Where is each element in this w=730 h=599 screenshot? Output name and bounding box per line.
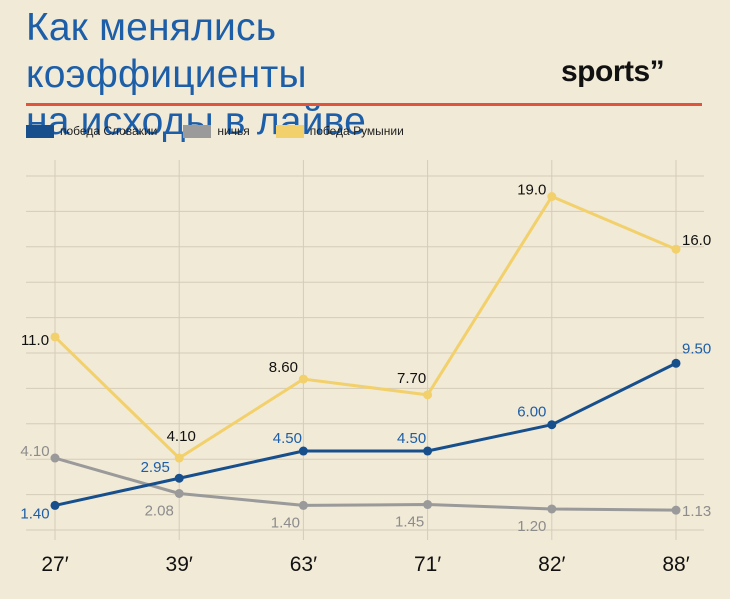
series-labels-1: 4.10 2.08 1.40 1.45 1.20 1.13 — [20, 443, 711, 535]
series-0 — [50, 358, 681, 510]
chart-title: Как менялись коэффициенты на исходы в ла… — [26, 4, 546, 145]
data-point — [298, 446, 308, 456]
data-label: 11.0 — [21, 332, 49, 349]
title-line-1: Как менялись коэффициенты — [26, 6, 307, 96]
data-label: 1.20 — [517, 518, 546, 535]
data-point — [174, 473, 184, 483]
data-label: 1.13 — [682, 503, 711, 520]
legend-item-draw: ничья — [183, 124, 250, 138]
data-label: 16.0 — [682, 232, 711, 249]
x-tick-label: 82′ — [538, 553, 565, 576]
legend-item-romania: победа Румынии — [275, 124, 404, 138]
data-label: 2.95 — [141, 459, 170, 476]
series-labels-0: 1.40 2.95 4.50 4.50 6.00 9.50 — [20, 340, 711, 522]
data-point — [423, 390, 433, 400]
series-labels-2: 11.0 4.10 8.60 7.70 19.0 16.0 — [21, 182, 711, 445]
data-point — [547, 192, 557, 202]
legend-label-draw: ничья — [217, 124, 250, 138]
chart-legend: победа Словакии ничья победа Румынии — [26, 124, 430, 138]
series-line — [53, 361, 678, 507]
x-tick-label: 27′ — [41, 553, 68, 576]
data-label: 19.0 — [517, 182, 546, 199]
x-tick-label: 71′ — [414, 553, 441, 576]
data-point — [671, 244, 681, 254]
data-point — [671, 505, 681, 515]
data-label: 6.00 — [517, 404, 546, 421]
data-point — [174, 453, 184, 463]
data-label: 4.10 — [20, 443, 49, 460]
legend-swatch-slovakia — [26, 124, 54, 138]
series-1 — [50, 453, 681, 515]
legend-swatch-romania — [275, 124, 304, 138]
data-point — [423, 446, 433, 456]
series-line — [53, 195, 678, 460]
data-label: 4.50 — [273, 430, 302, 447]
data-point — [50, 500, 60, 510]
legend-label-romania: победа Румынии — [309, 124, 404, 138]
data-label: 1.45 — [395, 514, 424, 531]
data-label: 1.40 — [20, 505, 49, 522]
sports-logo: sports” — [561, 55, 665, 88]
data-label: 8.60 — [269, 359, 298, 376]
data-point — [298, 500, 308, 510]
legend-label-slovakia: победа Словакии — [60, 124, 158, 138]
x-tick-label: 63′ — [290, 553, 317, 576]
data-point — [423, 500, 433, 510]
x-tick-label: 88′ — [662, 553, 689, 576]
series-2 — [50, 192, 681, 463]
data-point — [671, 358, 681, 368]
legend-swatch-draw — [183, 124, 212, 138]
title-divider — [26, 103, 702, 106]
data-point — [50, 453, 60, 463]
series-line — [53, 456, 678, 512]
data-point — [174, 488, 184, 498]
data-label: 4.10 — [167, 428, 196, 445]
data-point — [50, 332, 60, 342]
x-tick-label: 39′ — [166, 553, 193, 576]
data-point — [547, 420, 557, 430]
data-label: 7.70 — [397, 370, 426, 387]
data-point — [547, 504, 557, 514]
data-label: 9.50 — [682, 340, 711, 357]
data-point — [298, 374, 308, 384]
data-label: 1.40 — [271, 514, 300, 531]
legend-item-slovakia: победа Словакии — [26, 124, 157, 138]
data-label: 4.50 — [397, 430, 426, 447]
data-label: 2.08 — [145, 502, 174, 519]
